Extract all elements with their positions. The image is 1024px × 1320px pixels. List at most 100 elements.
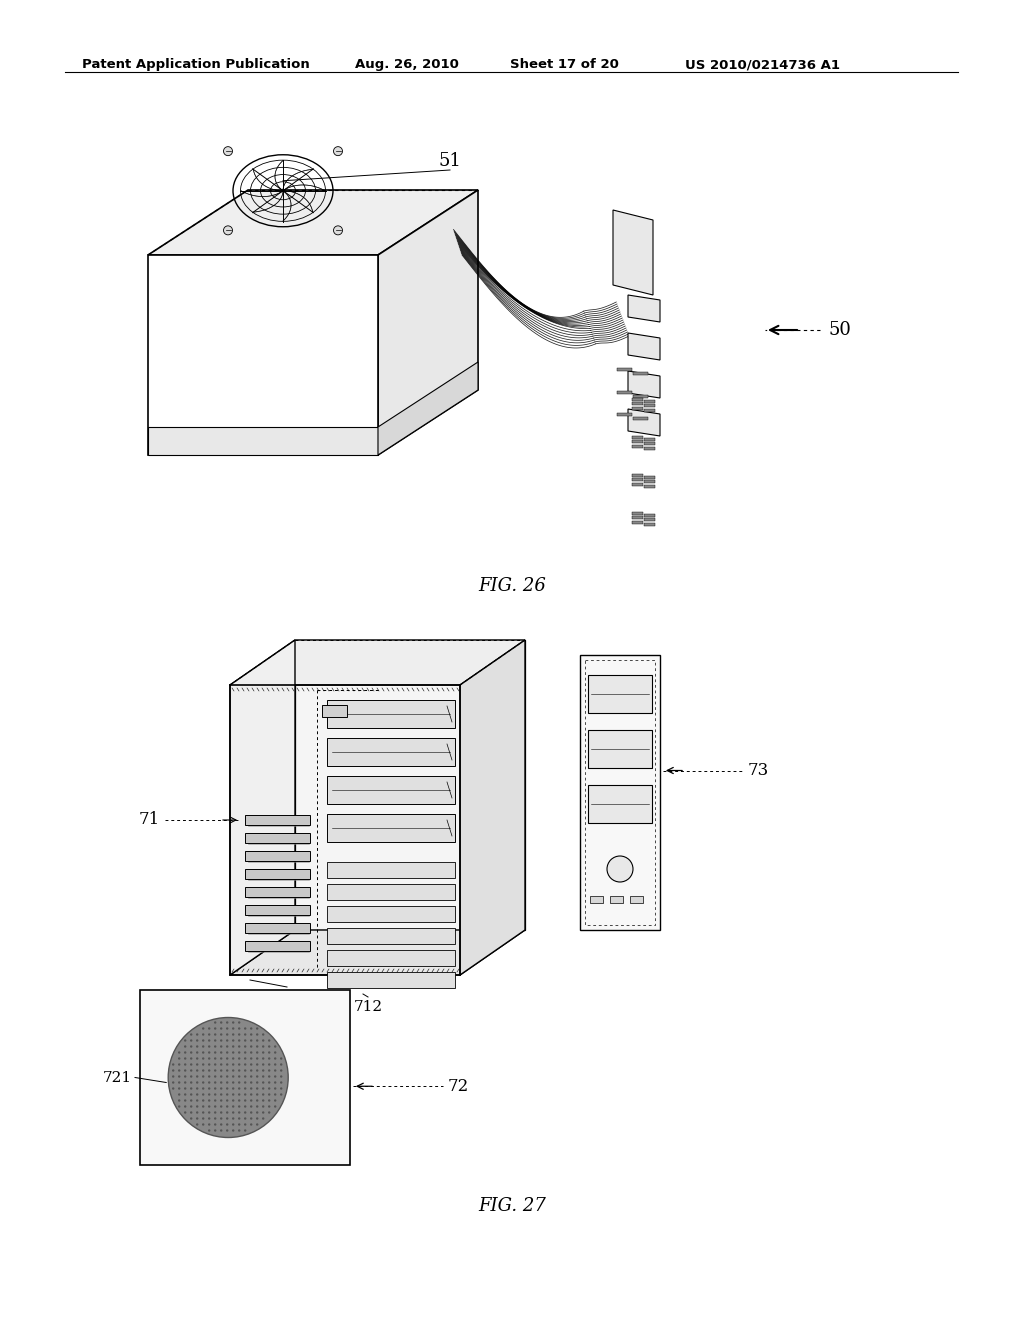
Circle shape xyxy=(208,1105,210,1107)
Polygon shape xyxy=(245,923,310,933)
Circle shape xyxy=(190,1088,193,1090)
Circle shape xyxy=(238,1057,241,1060)
Circle shape xyxy=(232,1076,234,1077)
Circle shape xyxy=(334,147,342,156)
Circle shape xyxy=(190,1069,193,1072)
Polygon shape xyxy=(230,640,295,975)
Circle shape xyxy=(196,1069,199,1072)
Circle shape xyxy=(244,1039,247,1041)
Circle shape xyxy=(220,1076,222,1077)
Circle shape xyxy=(232,1069,234,1072)
Circle shape xyxy=(220,1081,222,1084)
Circle shape xyxy=(178,1057,180,1060)
Circle shape xyxy=(226,1093,228,1096)
Circle shape xyxy=(262,1100,264,1102)
Circle shape xyxy=(256,1034,258,1036)
Circle shape xyxy=(238,1130,241,1131)
Circle shape xyxy=(184,1064,186,1065)
Circle shape xyxy=(250,1111,252,1114)
Circle shape xyxy=(262,1105,264,1107)
Circle shape xyxy=(208,1034,210,1036)
Circle shape xyxy=(232,1111,234,1114)
Circle shape xyxy=(268,1064,270,1065)
Circle shape xyxy=(178,1100,180,1102)
Circle shape xyxy=(232,1081,234,1084)
Bar xyxy=(632,474,643,477)
Circle shape xyxy=(268,1069,270,1072)
Circle shape xyxy=(202,1064,205,1065)
Circle shape xyxy=(220,1039,222,1041)
Circle shape xyxy=(208,1123,210,1126)
Polygon shape xyxy=(245,851,310,861)
Circle shape xyxy=(208,1111,210,1114)
Circle shape xyxy=(214,1022,216,1024)
Circle shape xyxy=(244,1034,247,1036)
Circle shape xyxy=(256,1123,258,1126)
Circle shape xyxy=(256,1039,258,1041)
Circle shape xyxy=(262,1039,264,1041)
Circle shape xyxy=(238,1027,241,1030)
Polygon shape xyxy=(327,738,455,766)
Circle shape xyxy=(214,1088,216,1090)
Circle shape xyxy=(214,1057,216,1060)
Polygon shape xyxy=(245,887,310,898)
Circle shape xyxy=(220,1123,222,1126)
Bar xyxy=(644,513,655,516)
Circle shape xyxy=(226,1064,228,1065)
Text: 73: 73 xyxy=(748,762,769,779)
Circle shape xyxy=(244,1064,247,1065)
Circle shape xyxy=(226,1123,228,1126)
Circle shape xyxy=(232,1039,234,1041)
Circle shape xyxy=(178,1093,180,1096)
Circle shape xyxy=(262,1076,264,1077)
Circle shape xyxy=(274,1076,276,1077)
Circle shape xyxy=(226,1088,228,1090)
Circle shape xyxy=(208,1045,210,1048)
Circle shape xyxy=(268,1051,270,1053)
Polygon shape xyxy=(327,972,455,987)
Text: Patent Application Publication: Patent Application Publication xyxy=(82,58,309,71)
Circle shape xyxy=(256,1064,258,1065)
Circle shape xyxy=(220,1027,222,1030)
Circle shape xyxy=(280,1093,283,1096)
Polygon shape xyxy=(327,862,455,878)
Circle shape xyxy=(226,1057,228,1060)
Circle shape xyxy=(172,1076,174,1077)
Circle shape xyxy=(226,1130,228,1131)
Circle shape xyxy=(208,1081,210,1084)
Circle shape xyxy=(244,1045,247,1048)
Circle shape xyxy=(238,1051,241,1053)
Circle shape xyxy=(268,1111,270,1114)
Polygon shape xyxy=(378,362,478,455)
Circle shape xyxy=(250,1027,252,1030)
Circle shape xyxy=(196,1051,199,1053)
Bar xyxy=(644,409,655,412)
Bar xyxy=(644,484,655,488)
Text: FIG. 26: FIG. 26 xyxy=(478,577,546,595)
Circle shape xyxy=(262,1117,264,1119)
Circle shape xyxy=(172,1064,174,1065)
Polygon shape xyxy=(628,294,660,322)
Circle shape xyxy=(238,1117,241,1119)
Circle shape xyxy=(184,1111,186,1114)
Bar xyxy=(617,391,632,393)
Circle shape xyxy=(268,1039,270,1041)
Circle shape xyxy=(172,1081,174,1084)
Text: US 2010/0214736 A1: US 2010/0214736 A1 xyxy=(685,58,840,71)
Circle shape xyxy=(232,1022,234,1024)
Circle shape xyxy=(250,1045,252,1048)
Circle shape xyxy=(196,1100,199,1102)
Circle shape xyxy=(262,1111,264,1114)
Circle shape xyxy=(274,1057,276,1060)
Circle shape xyxy=(220,1130,222,1131)
Polygon shape xyxy=(327,950,455,966)
Circle shape xyxy=(184,1093,186,1096)
Circle shape xyxy=(220,1045,222,1048)
Polygon shape xyxy=(588,675,652,713)
Circle shape xyxy=(256,1117,258,1119)
Circle shape xyxy=(208,1093,210,1096)
Bar xyxy=(644,523,655,525)
Bar xyxy=(632,403,643,405)
Circle shape xyxy=(208,1064,210,1065)
Polygon shape xyxy=(245,906,310,915)
